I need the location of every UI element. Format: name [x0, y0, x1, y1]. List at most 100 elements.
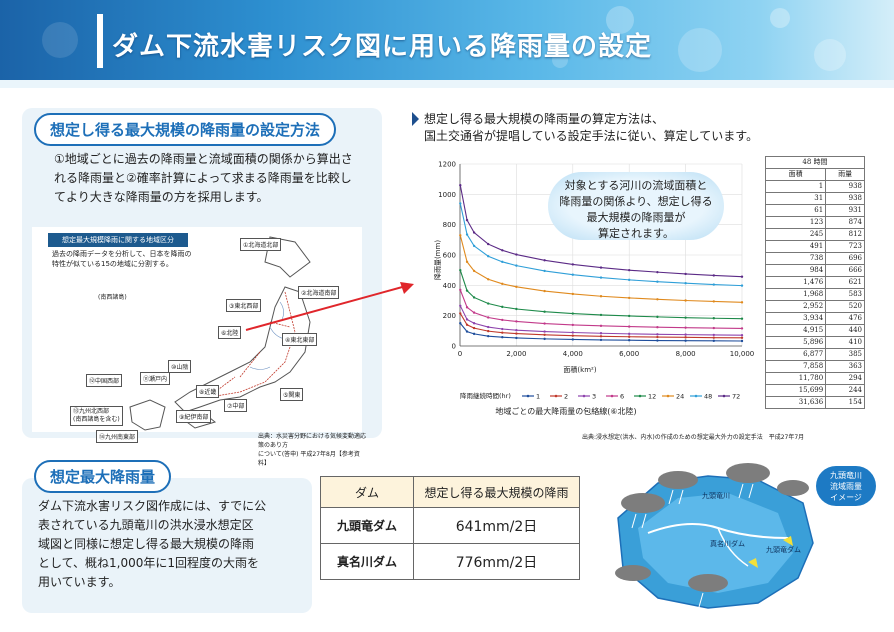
dam-rainfall-table: ダム 想定し得る最大規模の降雨 九頭竜ダム 641mm/2日 真名川ダム 776… [320, 476, 580, 580]
area-cell: 738 [764, 252, 827, 265]
area-cell: 6,877 [764, 348, 827, 361]
legend-marker [722, 394, 726, 398]
data-point [543, 337, 546, 341]
data-point [571, 331, 574, 334]
data-point [472, 296, 476, 299]
data-point [740, 317, 744, 320]
data-point [599, 266, 603, 269]
data-point [472, 244, 476, 248]
table-row: 7,858 363 [764, 360, 865, 373]
region-label: ②北海道南部 [298, 286, 340, 299]
data-point [501, 249, 504, 252]
table-row: 1 938 [764, 180, 865, 193]
chart-callout: 対象とする河川の流域面積と 降雨量の関係より、想定し得る 最大規模の降雨量が 算… [548, 172, 724, 240]
series-line-48h [459, 203, 743, 287]
area-cell: 245 [764, 228, 827, 241]
rainfall-cell: 696 [825, 252, 865, 265]
table-row: 11,780 294 [764, 372, 865, 385]
legend-title: 降雨継続時間(hr) [460, 391, 511, 400]
data-point [543, 310, 546, 313]
table-row: 4,915 440 [764, 324, 865, 337]
data-point [543, 289, 546, 293]
max-rain-line: 表されている九頭竜川の洪水浸水想定区 [38, 518, 254, 532]
river-label: 九頭竜川 [702, 491, 730, 500]
data-point [459, 202, 462, 205]
map-title: 想定最大規模降雨に関する地域区分 [48, 233, 188, 247]
data-point [515, 336, 518, 340]
dam-col-header: ダム [320, 476, 414, 508]
legend-label: 72 [732, 393, 740, 401]
area-cell: 2,952 [764, 300, 827, 313]
data-point [656, 333, 659, 336]
data-point [628, 296, 631, 300]
data-point [465, 260, 469, 264]
data-point [501, 305, 504, 309]
data-point [712, 300, 715, 303]
data-point [501, 327, 504, 331]
data-point [571, 323, 574, 327]
dam-label: 九頭竜ダム [766, 545, 801, 554]
data-point [656, 339, 659, 342]
x-tick-label: 0 [458, 350, 462, 358]
x-tick-label: 4,000 [563, 350, 583, 358]
dam-marker-icon [783, 536, 793, 546]
area-cell: 491 [764, 240, 827, 253]
region-label-line: (南西諸島を含む) [73, 416, 120, 423]
data-point [487, 325, 490, 329]
max-rain-heading: 想定最大降雨量 [34, 460, 172, 493]
y-tick-label: 1000 [438, 191, 456, 199]
data-point [465, 233, 469, 236]
table-row: 1,968 583 [764, 288, 865, 301]
data-point [472, 322, 476, 325]
data-point [628, 332, 631, 336]
table-row: 31 938 [764, 192, 865, 205]
area-cell: 15,699 [764, 384, 827, 397]
area-cell: 123 [764, 216, 827, 229]
area-cell: 31 [764, 192, 827, 205]
table-row: 61 931 [764, 204, 865, 217]
data-point [740, 339, 744, 343]
data-point [628, 325, 631, 328]
area-cell: 1,968 [764, 288, 827, 301]
table-row: 3,934 476 [764, 312, 865, 325]
series-line-6h [459, 289, 743, 329]
region-label: ⑩山陰 [168, 360, 192, 373]
rainfall-cell: 363 [825, 360, 865, 373]
data-point [487, 242, 490, 246]
region-label-line: ⑬九州北西部 [73, 408, 110, 415]
x-tick-label: 6,000 [619, 350, 639, 358]
data-point [740, 301, 744, 304]
region-label-hokuriku: ⑥北陸 [218, 326, 242, 339]
data-point [543, 269, 546, 273]
calc-marker-icon [412, 112, 419, 126]
data-point [712, 339, 715, 343]
data-point [712, 326, 715, 330]
rainfall-cell: 294 [825, 372, 865, 385]
legend-marker [666, 394, 670, 398]
region-label: ⑪瀬戸内 [140, 372, 171, 385]
water-bubbles-decoration [42, 6, 846, 72]
region-label: ⑤関東 [280, 388, 304, 401]
callout-line: 算定されます。 [598, 227, 674, 240]
legend-marker [638, 394, 642, 398]
rainfall-cell: 666 [825, 264, 865, 277]
dam-rainfall-value: 776mm/2日 [413, 543, 580, 580]
y-tick-label: 0 [452, 343, 456, 351]
data-point [656, 315, 659, 319]
data-point [472, 332, 476, 336]
data-point [459, 268, 462, 272]
data-point [571, 273, 574, 276]
data-point [656, 335, 659, 339]
data-point [487, 316, 490, 319]
data-point [599, 324, 603, 328]
table-row: 九頭竜ダム 641mm/2日 [320, 507, 580, 544]
rainfall-cell: 410 [825, 336, 865, 349]
data-point [599, 276, 603, 279]
rain-cloud-icon [615, 463, 809, 592]
y-tick-label: 800 [443, 221, 456, 229]
legend-label: 2 [564, 393, 568, 401]
table-row: 984 666 [764, 264, 865, 277]
region-label: ⑫中国西部 [86, 374, 123, 387]
method-heading: 想定し得る最大規模の降雨量の設定方法 [34, 113, 337, 146]
dam-label: 真名川ダム [710, 539, 745, 548]
